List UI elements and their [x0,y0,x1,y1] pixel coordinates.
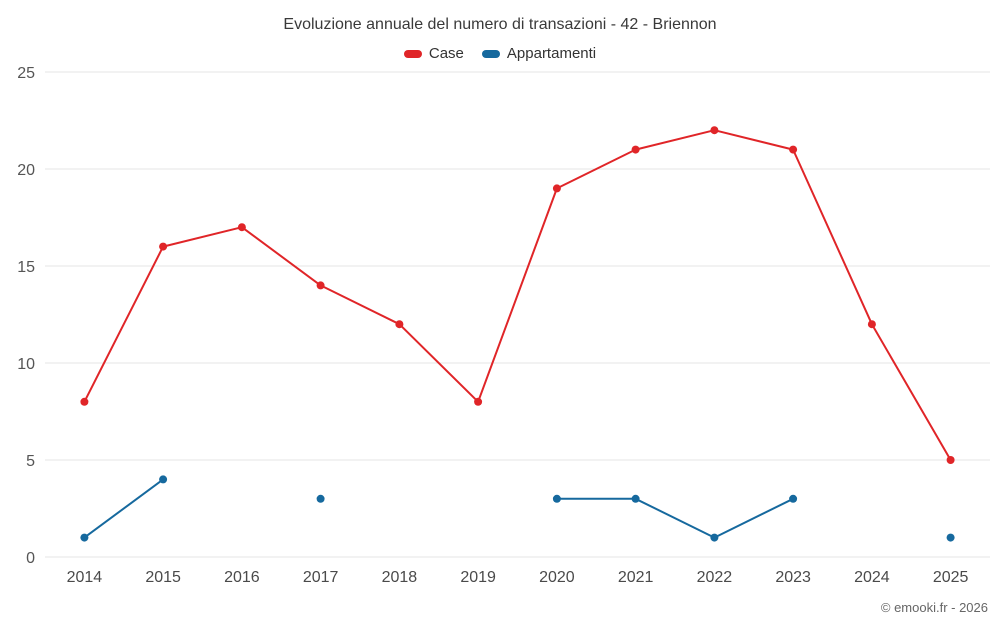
data-point-appartamenti-2014[interactable] [80,533,89,542]
x-axis-tick-label: 2021 [618,569,654,586]
data-point-case-2014[interactable] [80,397,89,406]
data-point-case-2022[interactable] [710,126,719,135]
data-point-case-2023[interactable] [789,145,798,154]
data-point-case-2020[interactable] [552,184,561,193]
data-point-case-2018[interactable] [395,320,404,329]
data-point-case-2024[interactable] [867,320,876,329]
x-axis-tick-label: 2014 [67,569,103,586]
chart-credit: © emooki.fr - 2026 [880,600,988,615]
data-point-appartamenti-2023[interactable] [789,494,798,503]
data-point-case-2025[interactable] [946,456,955,464]
x-axis-tick-label: 2020 [539,569,575,586]
data-point-case-2015[interactable] [159,242,168,251]
x-axis-tick-label: 2022 [697,569,733,586]
data-point-appartamenti-2015[interactable] [159,475,168,484]
data-point-appartamenti-2020[interactable] [552,494,561,503]
data-point-appartamenti-2025[interactable] [946,533,955,542]
data-point-appartamenti-2021[interactable] [631,494,640,503]
data-point-appartamenti-2017[interactable] [316,494,325,503]
x-axis-tick-label: 2016 [224,569,260,586]
data-point-case-2017[interactable] [316,281,325,290]
y-axis-tick-label: 5 [26,453,35,470]
series-line-case [83,129,952,461]
data-point-case-2016[interactable] [237,223,246,232]
legend-label-case: Case [428,45,464,62]
data-point-case-2021[interactable] [631,145,640,154]
y-axis-tick-label: 0 [26,550,35,567]
y-axis-tick-label: 10 [17,356,35,373]
chart-legend: Case Appartamenti [0,45,1000,62]
x-axis-tick-label: 2019 [460,569,496,586]
y-axis-tick-label: 25 [17,65,35,82]
legend-marker-appartamenti-icon [481,49,500,58]
x-axis-tick-label: 2023 [775,569,811,586]
series-line-appartamenti [84,479,950,537]
y-axis-tick-label: 20 [17,162,35,179]
x-axis-tick-label: 2015 [145,569,181,586]
x-axis-tick-label: 2025 [933,569,969,586]
data-point-case-2019[interactable] [474,397,483,406]
legend-item-appartamenti[interactable]: Appartamenti [481,45,597,62]
y-axis-tick-label: 15 [17,259,35,276]
legend-marker-case-icon [403,49,422,58]
data-point-appartamenti-2022[interactable] [710,533,719,542]
x-axis-tick-label: 2018 [382,569,418,586]
legend-label-appartamenti: Appartamenti [506,45,597,62]
chart-title: Evoluzione annuale del numero di transaz… [283,16,717,33]
x-axis-tick-label: 2024 [854,569,890,586]
legend-item-case[interactable]: Case [403,45,464,62]
x-axis-tick-label: 2017 [303,569,339,586]
